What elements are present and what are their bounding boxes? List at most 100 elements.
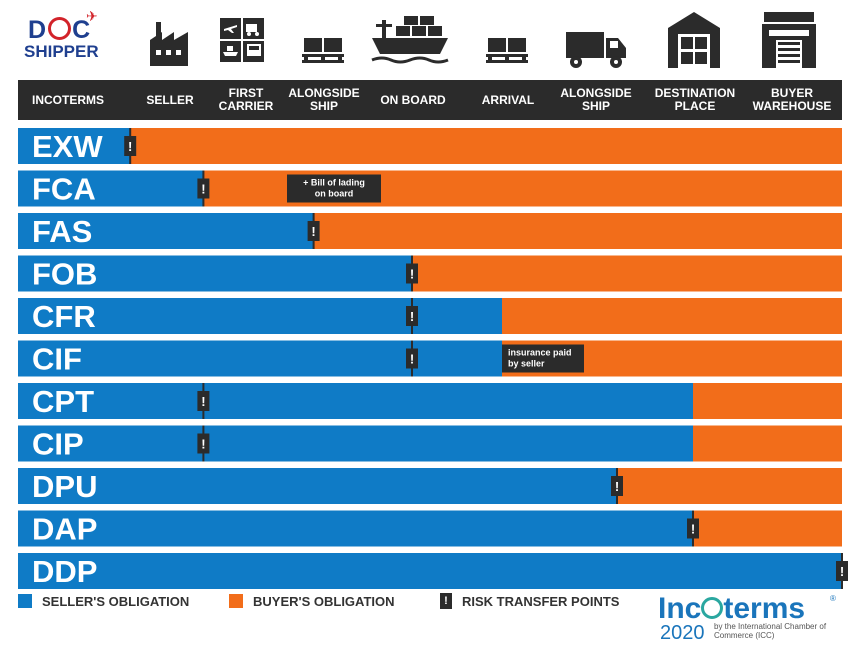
risk-glyph-fob: ! (410, 267, 414, 282)
risk-marker-fca (197, 178, 210, 199)
risk-marker-cpt (197, 391, 210, 411)
buyer-bar-cip (693, 425, 842, 462)
term-label-cpt: CPT (32, 384, 94, 419)
logo-line-2: SHIPPER (24, 42, 99, 61)
term-label-fas: FAS (32, 214, 92, 249)
annotation-box-fca (287, 174, 381, 203)
seller-bar-fca (18, 170, 204, 207)
risk-glyph-cpt: ! (201, 394, 205, 409)
header-alongside-ship-2: ALONGSIDE SHIP (560, 86, 632, 113)
plane-icon: ✈ (86, 8, 98, 24)
buyer-bar-dpu (617, 468, 842, 504)
risk-marker-fob (406, 263, 418, 284)
risk-marker-cif (406, 348, 418, 369)
annotation-line-cif-0: insurance paid (508, 348, 572, 358)
seller-bar-exw (18, 128, 131, 164)
header-destination-place: DESTINATION PLACE (654, 86, 736, 113)
risk-glyph-cif: ! (410, 352, 414, 367)
logo-letter-d: D (28, 16, 48, 44)
header-buyer-warehouse: BUYER WAREHOUSE (752, 86, 832, 113)
risk-marker-ddp (836, 561, 848, 581)
transport-modes-icon (220, 18, 264, 62)
risk-glyph-exw: ! (128, 139, 132, 154)
truck-icon (566, 32, 626, 68)
brand-ring-icon (701, 597, 724, 619)
header-on-board: ON BOARD (380, 93, 446, 107)
risk-glyph-cfr: ! (410, 309, 414, 324)
legend-risk-label: RISK TRANSFER POINTS (462, 593, 620, 609)
seller-bar-cif (18, 340, 502, 377)
header-arrival: ARRIVAL (481, 93, 535, 107)
legend-buyer-swatch (229, 594, 243, 608)
brand-name-a: Inc (658, 592, 702, 625)
incoterms-2020-logo: Inc terms ® 2020 by the International Cha… (658, 592, 838, 644)
seller-bar-fob (18, 255, 412, 292)
term-label-dap: DAP (32, 512, 97, 547)
term-label-exw: EXW (32, 129, 103, 164)
risk-glyph-fas: ! (311, 224, 315, 239)
seller-bar-ddp (18, 553, 842, 589)
logo-ring-icon (48, 17, 72, 40)
risk-glyph-cip: ! (201, 437, 205, 452)
cargo-ship-icon (371, 16, 449, 64)
risk-glyph-dap: ! (691, 522, 695, 537)
logo-letter-c: C (72, 16, 92, 44)
pallet-icon (302, 38, 344, 63)
seller-bar-cip (18, 425, 693, 462)
buyer-bar-dap (693, 510, 842, 547)
stage-icons (150, 12, 816, 68)
seller-bar-dpu (18, 468, 617, 504)
risk-marker-dpu (611, 476, 623, 496)
seller-bar-cfr (18, 298, 502, 334)
buyer-bar-cfr (502, 298, 842, 334)
header-bar (18, 80, 842, 120)
legend-buyer-label: BUYER'S OBLIGATION (253, 593, 395, 609)
seller-bar-cpt (18, 383, 693, 419)
risk-marker-fas (307, 221, 320, 241)
warehouse-icon (668, 12, 720, 68)
buyer-bar-exw (130, 128, 842, 164)
buyer-bar-fob (412, 255, 842, 292)
legend-buyer: BUYER'S OBLIGATION (229, 592, 395, 610)
annotation-line-fca-1: on board (315, 189, 354, 199)
legend-risk: ! RISK TRANSFER POINTS (440, 592, 619, 610)
term-label-fca: FCA (32, 172, 96, 207)
brand-name: Inc terms (658, 592, 805, 626)
risk-glyph-fca: ! (201, 182, 205, 197)
annotation-line-cif-1: by seller (508, 359, 545, 369)
risk-marker-exw (124, 136, 137, 156)
term-label-fob: FOB (32, 257, 97, 292)
risk-marker-cfr (406, 306, 418, 326)
pallet-icon (486, 38, 528, 63)
brand-registered: ® (830, 594, 836, 603)
buyer-bar-cpt (693, 383, 842, 419)
term-label-dpu: DPU (32, 469, 97, 504)
risk-marker-cip (197, 433, 210, 454)
brand-by-line: by the International Chamber of Commerce… (714, 622, 827, 640)
annotation-line-fca-0: + Bill of lading (303, 178, 365, 188)
header-incoterms: INCOTERMS (32, 93, 104, 107)
seller-bar-fas (18, 213, 314, 249)
factory-icon (150, 22, 188, 66)
annotation-box-cif (502, 344, 584, 373)
seller-bar-dap (18, 510, 693, 547)
buyer-bar-fas (313, 213, 843, 249)
header-first-carrier: FIRST CARRIER (218, 86, 274, 113)
header-alongside-ship-1: ALONGSIDE SHIP (288, 86, 360, 113)
legend-seller-label: SELLER'S OBLIGATION (42, 593, 190, 609)
legend-seller-swatch (18, 594, 32, 608)
risk-marker-dap (687, 518, 699, 539)
legend-seller: SELLER'S OBLIGATION (18, 592, 189, 610)
risk-glyph-dpu: ! (615, 479, 619, 494)
brand-name-b: terms (723, 592, 806, 625)
term-label-ddp: DDP (32, 554, 97, 589)
brand-year: 2020 (660, 622, 705, 644)
term-label-cfr: CFR (32, 299, 96, 334)
term-label-cif: CIF (32, 342, 82, 377)
risk-glyph-ddp: ! (840, 564, 844, 579)
building-icon (762, 12, 816, 68)
term-label-cip: CIP (32, 427, 84, 462)
